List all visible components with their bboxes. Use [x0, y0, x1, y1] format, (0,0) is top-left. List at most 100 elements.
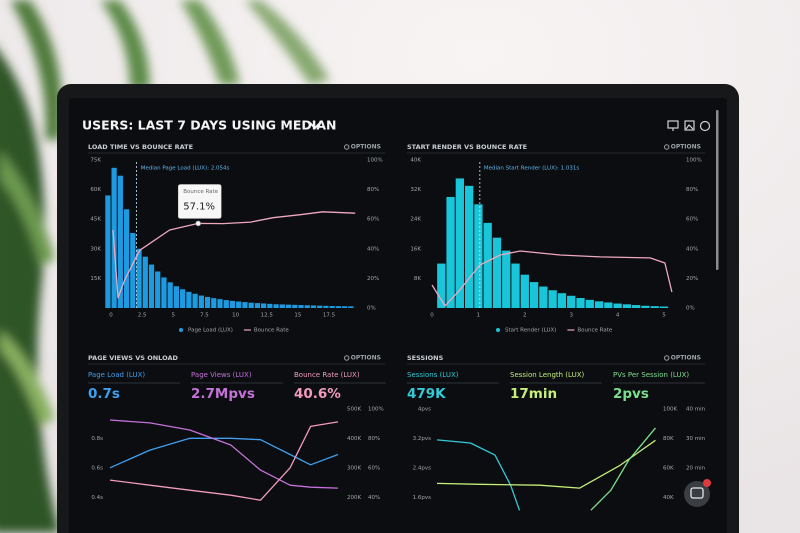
y-tick-label: 40% [368, 495, 380, 501]
screen [69, 98, 727, 533]
median-label: Median Page Load (LUX): 2.054s [141, 166, 230, 172]
y-tick-label: 16K [410, 246, 421, 252]
bar [192, 293, 198, 308]
bar [211, 298, 217, 308]
y-tick-label: 40% [686, 246, 698, 252]
bar [594, 301, 604, 308]
y-tick-label: 60K [663, 465, 674, 471]
x-tick-label: 2 [523, 313, 527, 319]
tooltip-point [195, 220, 202, 227]
y-tick-label: 30 min [686, 436, 706, 442]
y-tick-label: 20% [367, 276, 379, 282]
x-tick-label: 10 [232, 313, 239, 319]
legend-label: Bounce Rate [577, 328, 612, 334]
stat-value: 0.7s [88, 386, 120, 402]
x-tick-label: 0 [430, 313, 434, 319]
bar [223, 300, 229, 308]
bar [437, 263, 446, 308]
y-tick-label: 1.6pvs [413, 495, 431, 501]
bar [161, 277, 167, 308]
bar [130, 232, 136, 308]
stat-label: Page Load (LUX) [88, 371, 145, 379]
legend-label: Bounce Rate [254, 328, 289, 334]
y-tick-label: 80% [367, 187, 379, 193]
stat-label: Sessions (LUX) [407, 371, 459, 379]
dropdown-chevron[interactable] [308, 121, 322, 130]
bar [173, 286, 180, 308]
bar [317, 305, 323, 308]
bar [455, 178, 464, 308]
bar [298, 305, 304, 308]
median-label: Median Start Render (LUX): 1.031s [484, 166, 579, 172]
stat-label: Session Length (LUX) [510, 371, 585, 379]
y-tick-label: 80K [663, 436, 674, 442]
y-tick-label: 40% [367, 246, 379, 252]
help-icon[interactable] [699, 120, 711, 132]
bar [335, 306, 342, 308]
y-tick-label: 0% [686, 306, 695, 312]
x-tick-label: 17.5 [323, 313, 336, 319]
bar [204, 296, 211, 308]
image-icon[interactable] [684, 120, 695, 131]
x-tick-label: 7.5 [200, 313, 209, 319]
line-series [109, 437, 339, 469]
bar [155, 271, 161, 308]
x-tick-label: 1 [477, 313, 481, 319]
bar [167, 282, 173, 308]
y-tick-label: 400K [347, 436, 361, 442]
y-tick-label: 80% [686, 187, 698, 193]
plant [0, 0, 330, 533]
bar [520, 274, 529, 308]
bar [539, 286, 548, 308]
options-button[interactable]: OPTIONS [351, 355, 381, 362]
bar [511, 263, 520, 308]
bar [267, 303, 273, 308]
bar [123, 209, 130, 308]
options-button[interactable]: OPTIONS [351, 144, 381, 151]
panel-title: LOAD TIME VS BOUNCE RATE [88, 143, 193, 151]
bar [613, 303, 622, 308]
bar [464, 185, 474, 308]
y-tick-label: 100K [663, 406, 677, 412]
bar [229, 300, 236, 308]
y-tick-label: 20 min [686, 465, 706, 471]
bar [323, 305, 329, 308]
gear-icon [664, 144, 670, 150]
y-tick-label: 80% [368, 436, 380, 442]
bar [279, 304, 285, 308]
stat-label: Page Views (LUX) [191, 371, 252, 379]
x-tick-label: 2.5 [138, 313, 147, 319]
x-tick-label: 3 [569, 313, 573, 319]
bar [273, 304, 279, 308]
options-button[interactable]: OPTIONS [671, 355, 701, 362]
header-icons [667, 120, 711, 132]
stat-value: 479K [407, 386, 446, 402]
bar [567, 295, 576, 308]
bar [650, 306, 659, 308]
x-tick-label: 5 [172, 313, 176, 319]
bar [117, 175, 123, 308]
tooltip-value: 57.1% [183, 201, 215, 212]
bar [186, 291, 192, 308]
line-series [436, 439, 656, 489]
y-tick-label: 60% [368, 465, 380, 471]
bar [136, 248, 142, 308]
y-tick-label: 20% [686, 276, 698, 282]
bar [585, 299, 594, 308]
panel-title: PAGE VIEWS VS ONLOAD [88, 354, 178, 362]
bar [248, 302, 254, 308]
chat-button[interactable] [684, 479, 711, 507]
stat-label: Bounce Rate (LUX) [294, 371, 360, 379]
y-tick-label: 3.2pvs [413, 436, 431, 442]
y-tick-label: 0.6s [91, 465, 103, 471]
options-button[interactable]: OPTIONS [671, 144, 701, 151]
bar [342, 306, 348, 308]
bar [502, 250, 511, 308]
stat-value: 17min [510, 386, 557, 402]
bar [529, 282, 539, 308]
y-tick-label: 0.8s [91, 436, 103, 442]
stat-value: 2.7Mpvs [191, 386, 255, 402]
y-tick-label: 45K [90, 217, 101, 223]
chat-bubble[interactable] [684, 481, 710, 507]
